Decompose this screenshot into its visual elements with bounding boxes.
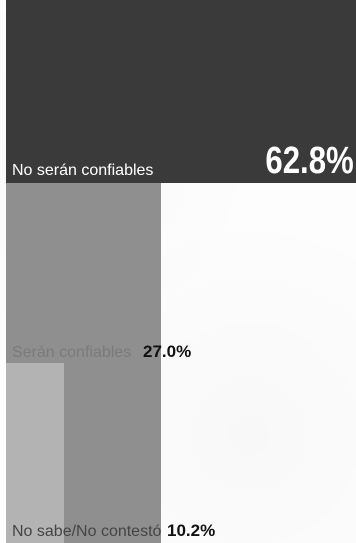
bar-label-3: No sabe/No contestó — [12, 523, 162, 540]
bar-value-3: 10.2% — [167, 521, 216, 540]
bar-value-1: 62.8% — [265, 140, 354, 182]
bar-label-1: No serán confiables — [12, 162, 154, 179]
bar-label-2: Serán confiables — [12, 344, 132, 361]
bar-value-2: 27.0% — [143, 342, 192, 361]
bar-1 — [6, 0, 356, 183]
bar-3 — [6, 363, 64, 543]
